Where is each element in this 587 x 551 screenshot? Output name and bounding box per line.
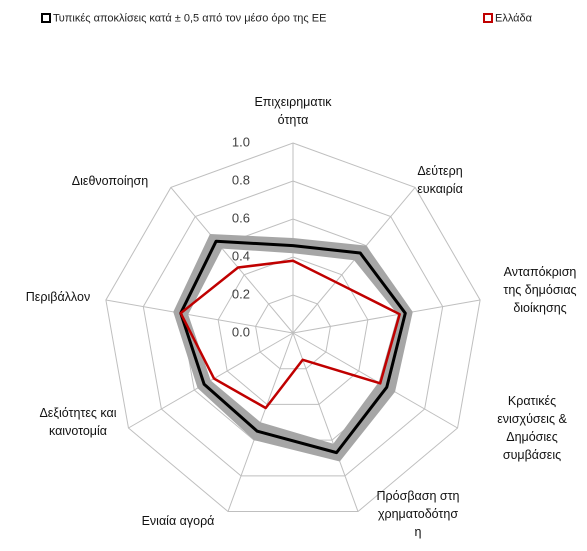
category-label-line: της δημόσιας <box>503 283 576 297</box>
y-tick-label: 0.2 <box>232 286 250 301</box>
category-label-line: χρηματοδότησ <box>378 507 458 521</box>
grid-ring <box>255 294 331 370</box>
legend-label: Τυπικές αποκλίσεις κατά ± 0,5 από τον μέ… <box>53 12 326 24</box>
category-label-line: Πρόσβαση στη <box>377 489 460 503</box>
y-tick-label: 0.4 <box>232 248 250 263</box>
category-label-line: Διεθνοποίηση <box>72 174 149 188</box>
legend-label: Ελλάδα <box>495 12 533 24</box>
category-label: Ανταπόκριση της δημόσιας διοίκησης <box>503 265 576 315</box>
category-label-line: Δημόσιες <box>506 430 558 444</box>
category-label: Επιχειρηματικ ότητα <box>254 95 332 127</box>
series-line <box>179 239 407 455</box>
spoke <box>105 299 294 334</box>
category-label: Περιβάλλον <box>26 290 90 304</box>
spoke <box>170 187 294 334</box>
category-label: Ενιαία αγορά <box>142 514 215 528</box>
category-label-line: Επιχειρηματικ <box>254 95 332 109</box>
category-label-line: ευκαιρία <box>417 182 463 196</box>
category-label: Κρατικές ενισχύσεις & Δημόσιες συμβάσεις <box>497 394 567 462</box>
legend-marker <box>483 13 493 23</box>
y-tick-label: 0.8 <box>232 172 250 187</box>
y-tick-label: 0.0 <box>232 324 250 339</box>
category-label-line: ενισχύσεις & <box>497 412 567 426</box>
category-label-line: ότητα <box>278 113 309 127</box>
category-label-line: συμβάσεις <box>503 448 561 462</box>
category-label: Δεύτερη ευκαιρία <box>417 164 463 196</box>
grid-ring <box>142 180 444 477</box>
category-label-line: Ανταπόκριση <box>504 265 577 279</box>
series-line <box>179 259 401 410</box>
category-label: Δεξιότητες και καινοτομία <box>39 406 116 438</box>
y-tick-label: 0.6 <box>232 210 250 225</box>
grid-ring <box>217 256 369 405</box>
spoke <box>292 299 481 334</box>
deviation-band <box>173 234 413 462</box>
category-label-line: Περιβάλλον <box>26 290 90 304</box>
grid-ring <box>105 142 481 513</box>
category-label: Πρόσβαση στη χρηματοδότησ η <box>377 489 460 539</box>
spoke <box>292 332 359 512</box>
category-label-line: διοίκησης <box>513 301 566 315</box>
category-label-line: καινοτομία <box>49 424 107 438</box>
y-tick-label: 1.0 <box>232 134 250 149</box>
legend-marker <box>41 13 51 23</box>
category-label-line: Ενιαία αγορά <box>142 514 215 528</box>
category-label-line: Κρατικές <box>508 394 556 408</box>
category-label-line: Δεξιότητες και <box>39 406 116 420</box>
category-label-line: η <box>415 525 422 539</box>
spoke <box>292 332 458 429</box>
category-label: Διεθνοποίηση <box>72 174 149 188</box>
category-label-line: Δεύτερη <box>417 164 462 178</box>
